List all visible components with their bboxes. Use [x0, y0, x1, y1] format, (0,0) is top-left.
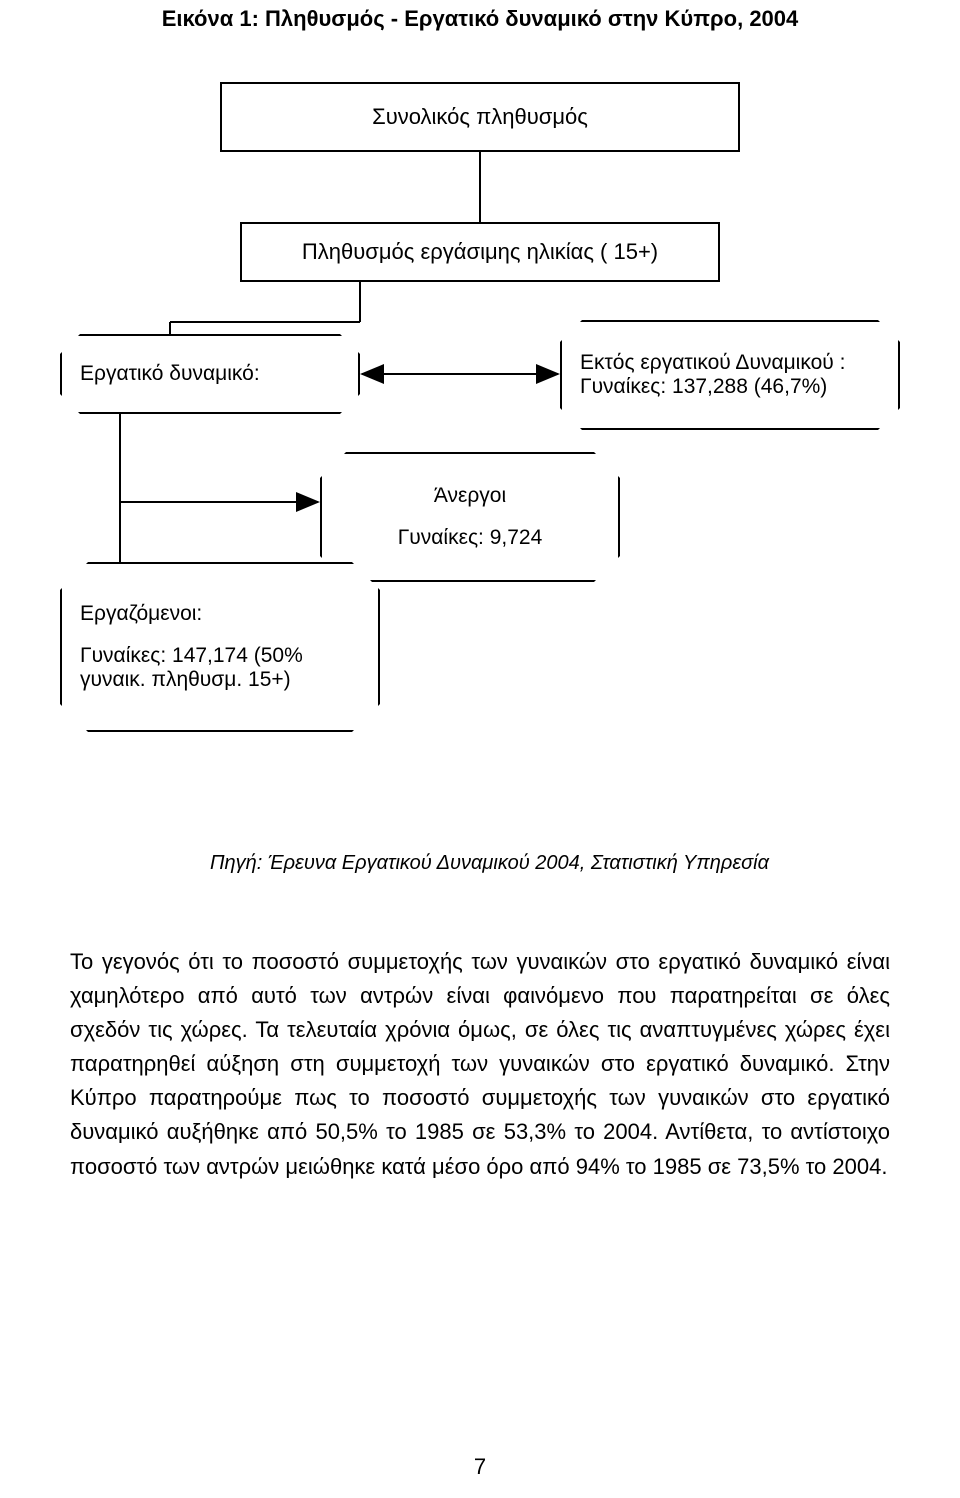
page-number: 7: [0, 1454, 960, 1480]
figure-title: Εικόνα 1: Πληθυσμός - Εργατικό δυναμικό …: [60, 0, 900, 62]
node-employed: Εργαζόμενοι: Γυναίκες: 147,174 (50% γυνα…: [60, 562, 380, 732]
node-label: Συνολικός πληθυσμός: [372, 104, 588, 130]
node-unemployed: Άνεργοι Γυναίκες: 9,724: [320, 452, 620, 582]
node-label-line3: γυναικ. πληθυσμ. 15+): [80, 668, 291, 692]
node-label-line1: Εκτός εργατικού Δυναμικού :: [580, 351, 845, 375]
node-label-line1: Άνεργοι: [434, 484, 506, 508]
node-working-age: Πληθυσμός εργάσιμης ηλικίας ( 15+): [240, 222, 720, 282]
node-label-line2: Γυναίκες: 137,288 (46,7%): [580, 375, 827, 399]
node-label-line1: Εργαζόμενοι:: [80, 602, 202, 626]
node-label: Εργατικό δυναμικό:: [80, 362, 260, 386]
node-label-line2: Γυναίκες: 147,174 (50%: [80, 644, 303, 668]
body-paragraph: Το γεγονός ότι το ποσοστό συμμετοχής των…: [60, 945, 900, 1184]
flowchart: Συνολικός πληθυσμός Πληθυσμός εργάσιμης …: [60, 62, 900, 822]
figure-source: Πηγή: Έρευνα Εργατικού Δυναμικού 2004, Σ…: [210, 852, 900, 875]
node-label-line2: Γυναίκες: 9,724: [398, 526, 543, 550]
node-outside-labour: Εκτός εργατικού Δυναμικού : Γυναίκες: 13…: [560, 320, 900, 430]
node-label: Πληθυσμός εργάσιμης ηλικίας ( 15+): [302, 239, 658, 265]
node-labour-force: Εργατικό δυναμικό:: [60, 334, 360, 414]
node-total-population: Συνολικός πληθυσμός: [220, 82, 740, 152]
